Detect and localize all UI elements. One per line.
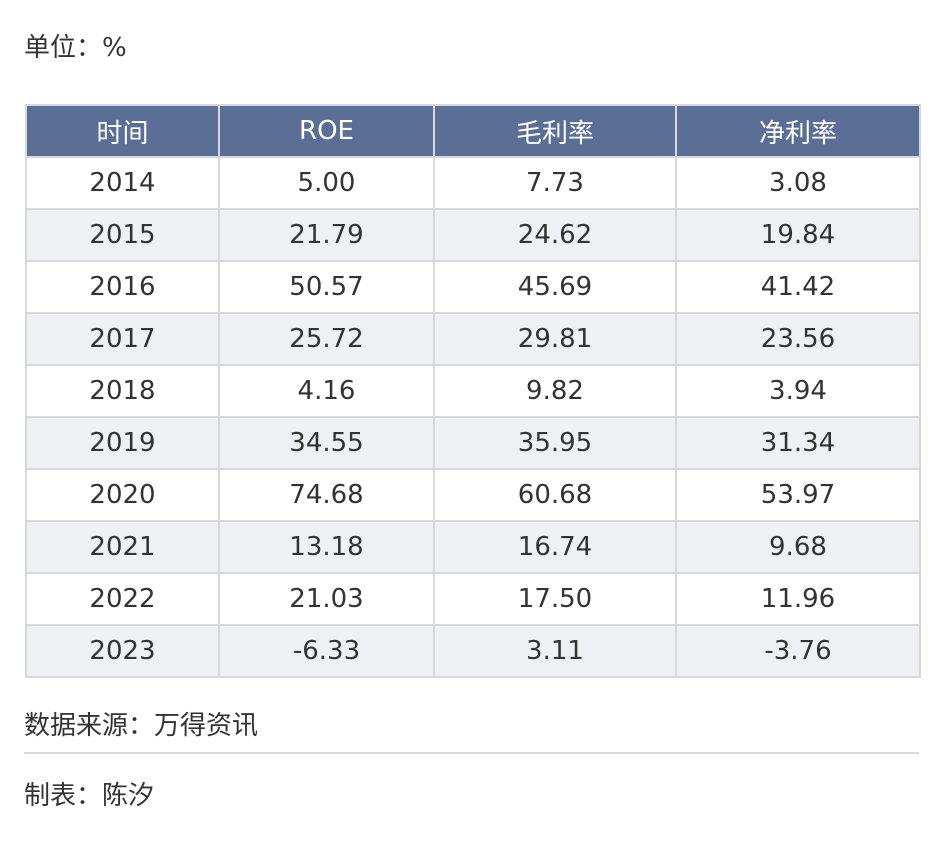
cell-net-margin: 11.96 bbox=[675, 572, 921, 626]
cell-roe: 50.57 bbox=[218, 260, 435, 314]
table-header-row: 时间 ROE 毛利率 净利率 bbox=[25, 104, 921, 158]
cell-gross-margin: 29.81 bbox=[433, 312, 677, 366]
cell-roe: 4.16 bbox=[218, 364, 435, 418]
table-row: 2016 50.57 45.69 41.42 bbox=[25, 260, 921, 314]
cell-year: 2018 bbox=[25, 364, 220, 418]
cell-gross-margin: 60.68 bbox=[433, 468, 677, 522]
cell-year: 2021 bbox=[25, 520, 220, 574]
cell-roe: 25.72 bbox=[218, 312, 435, 366]
table-row: 2020 74.68 60.68 53.97 bbox=[25, 468, 921, 522]
cell-roe: -6.33 bbox=[218, 624, 435, 678]
cell-gross-margin: 16.74 bbox=[433, 520, 677, 574]
cell-gross-margin: 7.73 bbox=[433, 156, 677, 210]
cell-net-margin: 23.56 bbox=[675, 312, 921, 366]
table-row: 2021 13.18 16.74 9.68 bbox=[25, 520, 921, 574]
cell-net-margin: 19.84 bbox=[675, 208, 921, 262]
cell-year: 2015 bbox=[25, 208, 220, 262]
cell-net-margin: 9.68 bbox=[675, 520, 921, 574]
cell-net-margin: 3.94 bbox=[675, 364, 921, 418]
cell-year: 2016 bbox=[25, 260, 220, 314]
cell-year: 2019 bbox=[25, 416, 220, 470]
cell-net-margin: 53.97 bbox=[675, 468, 921, 522]
cell-roe: 13.18 bbox=[218, 520, 435, 574]
data-source-label: 数据来源：万得资讯 bbox=[24, 711, 259, 741]
cell-roe: 34.55 bbox=[218, 416, 435, 470]
cell-gross-margin: 17.50 bbox=[433, 572, 677, 626]
cell-year: 2023 bbox=[25, 624, 220, 678]
cell-roe: 74.68 bbox=[218, 468, 435, 522]
cell-gross-margin: 35.95 bbox=[433, 416, 677, 470]
column-header-gross-margin: 毛利率 bbox=[433, 104, 677, 158]
table-row: 2019 34.55 35.95 31.34 bbox=[25, 416, 921, 470]
cell-year: 2014 bbox=[25, 156, 220, 210]
table-row: 2022 21.03 17.50 11.96 bbox=[25, 572, 921, 626]
column-header-net-margin: 净利率 bbox=[675, 104, 921, 158]
table-row: 2018 4.16 9.82 3.94 bbox=[25, 364, 921, 418]
column-header-time: 时间 bbox=[25, 104, 220, 158]
table-row: 2023 -6.33 3.11 -3.76 bbox=[25, 624, 921, 678]
column-header-roe: ROE bbox=[218, 104, 435, 158]
cell-roe: 5.00 bbox=[218, 156, 435, 210]
cell-gross-margin: 9.82 bbox=[433, 364, 677, 418]
divider bbox=[24, 752, 919, 754]
table-row: 2015 21.79 24.62 19.84 bbox=[25, 208, 921, 262]
cell-year: 2020 bbox=[25, 468, 220, 522]
cell-roe: 21.79 bbox=[218, 208, 435, 262]
cell-gross-margin: 45.69 bbox=[433, 260, 677, 314]
cell-roe: 21.03 bbox=[218, 572, 435, 626]
cell-net-margin: 31.34 bbox=[675, 416, 921, 470]
cell-net-margin: 3.08 bbox=[675, 156, 921, 210]
cell-gross-margin: 24.62 bbox=[433, 208, 677, 262]
cell-net-margin: 41.42 bbox=[675, 260, 921, 314]
cell-net-margin: -3.76 bbox=[675, 624, 921, 678]
financial-ratios-table: 时间 ROE 毛利率 净利率 2014 5.00 7.73 3.08 2015 … bbox=[25, 104, 921, 678]
table-row: 2014 5.00 7.73 3.08 bbox=[25, 156, 921, 210]
cell-year: 2017 bbox=[25, 312, 220, 366]
unit-label: 单位：% bbox=[24, 33, 127, 63]
cell-gross-margin: 3.11 bbox=[433, 624, 677, 678]
table-row: 2017 25.72 29.81 23.56 bbox=[25, 312, 921, 366]
cell-year: 2022 bbox=[25, 572, 220, 626]
table-author-label: 制表：陈汐 bbox=[24, 781, 155, 811]
